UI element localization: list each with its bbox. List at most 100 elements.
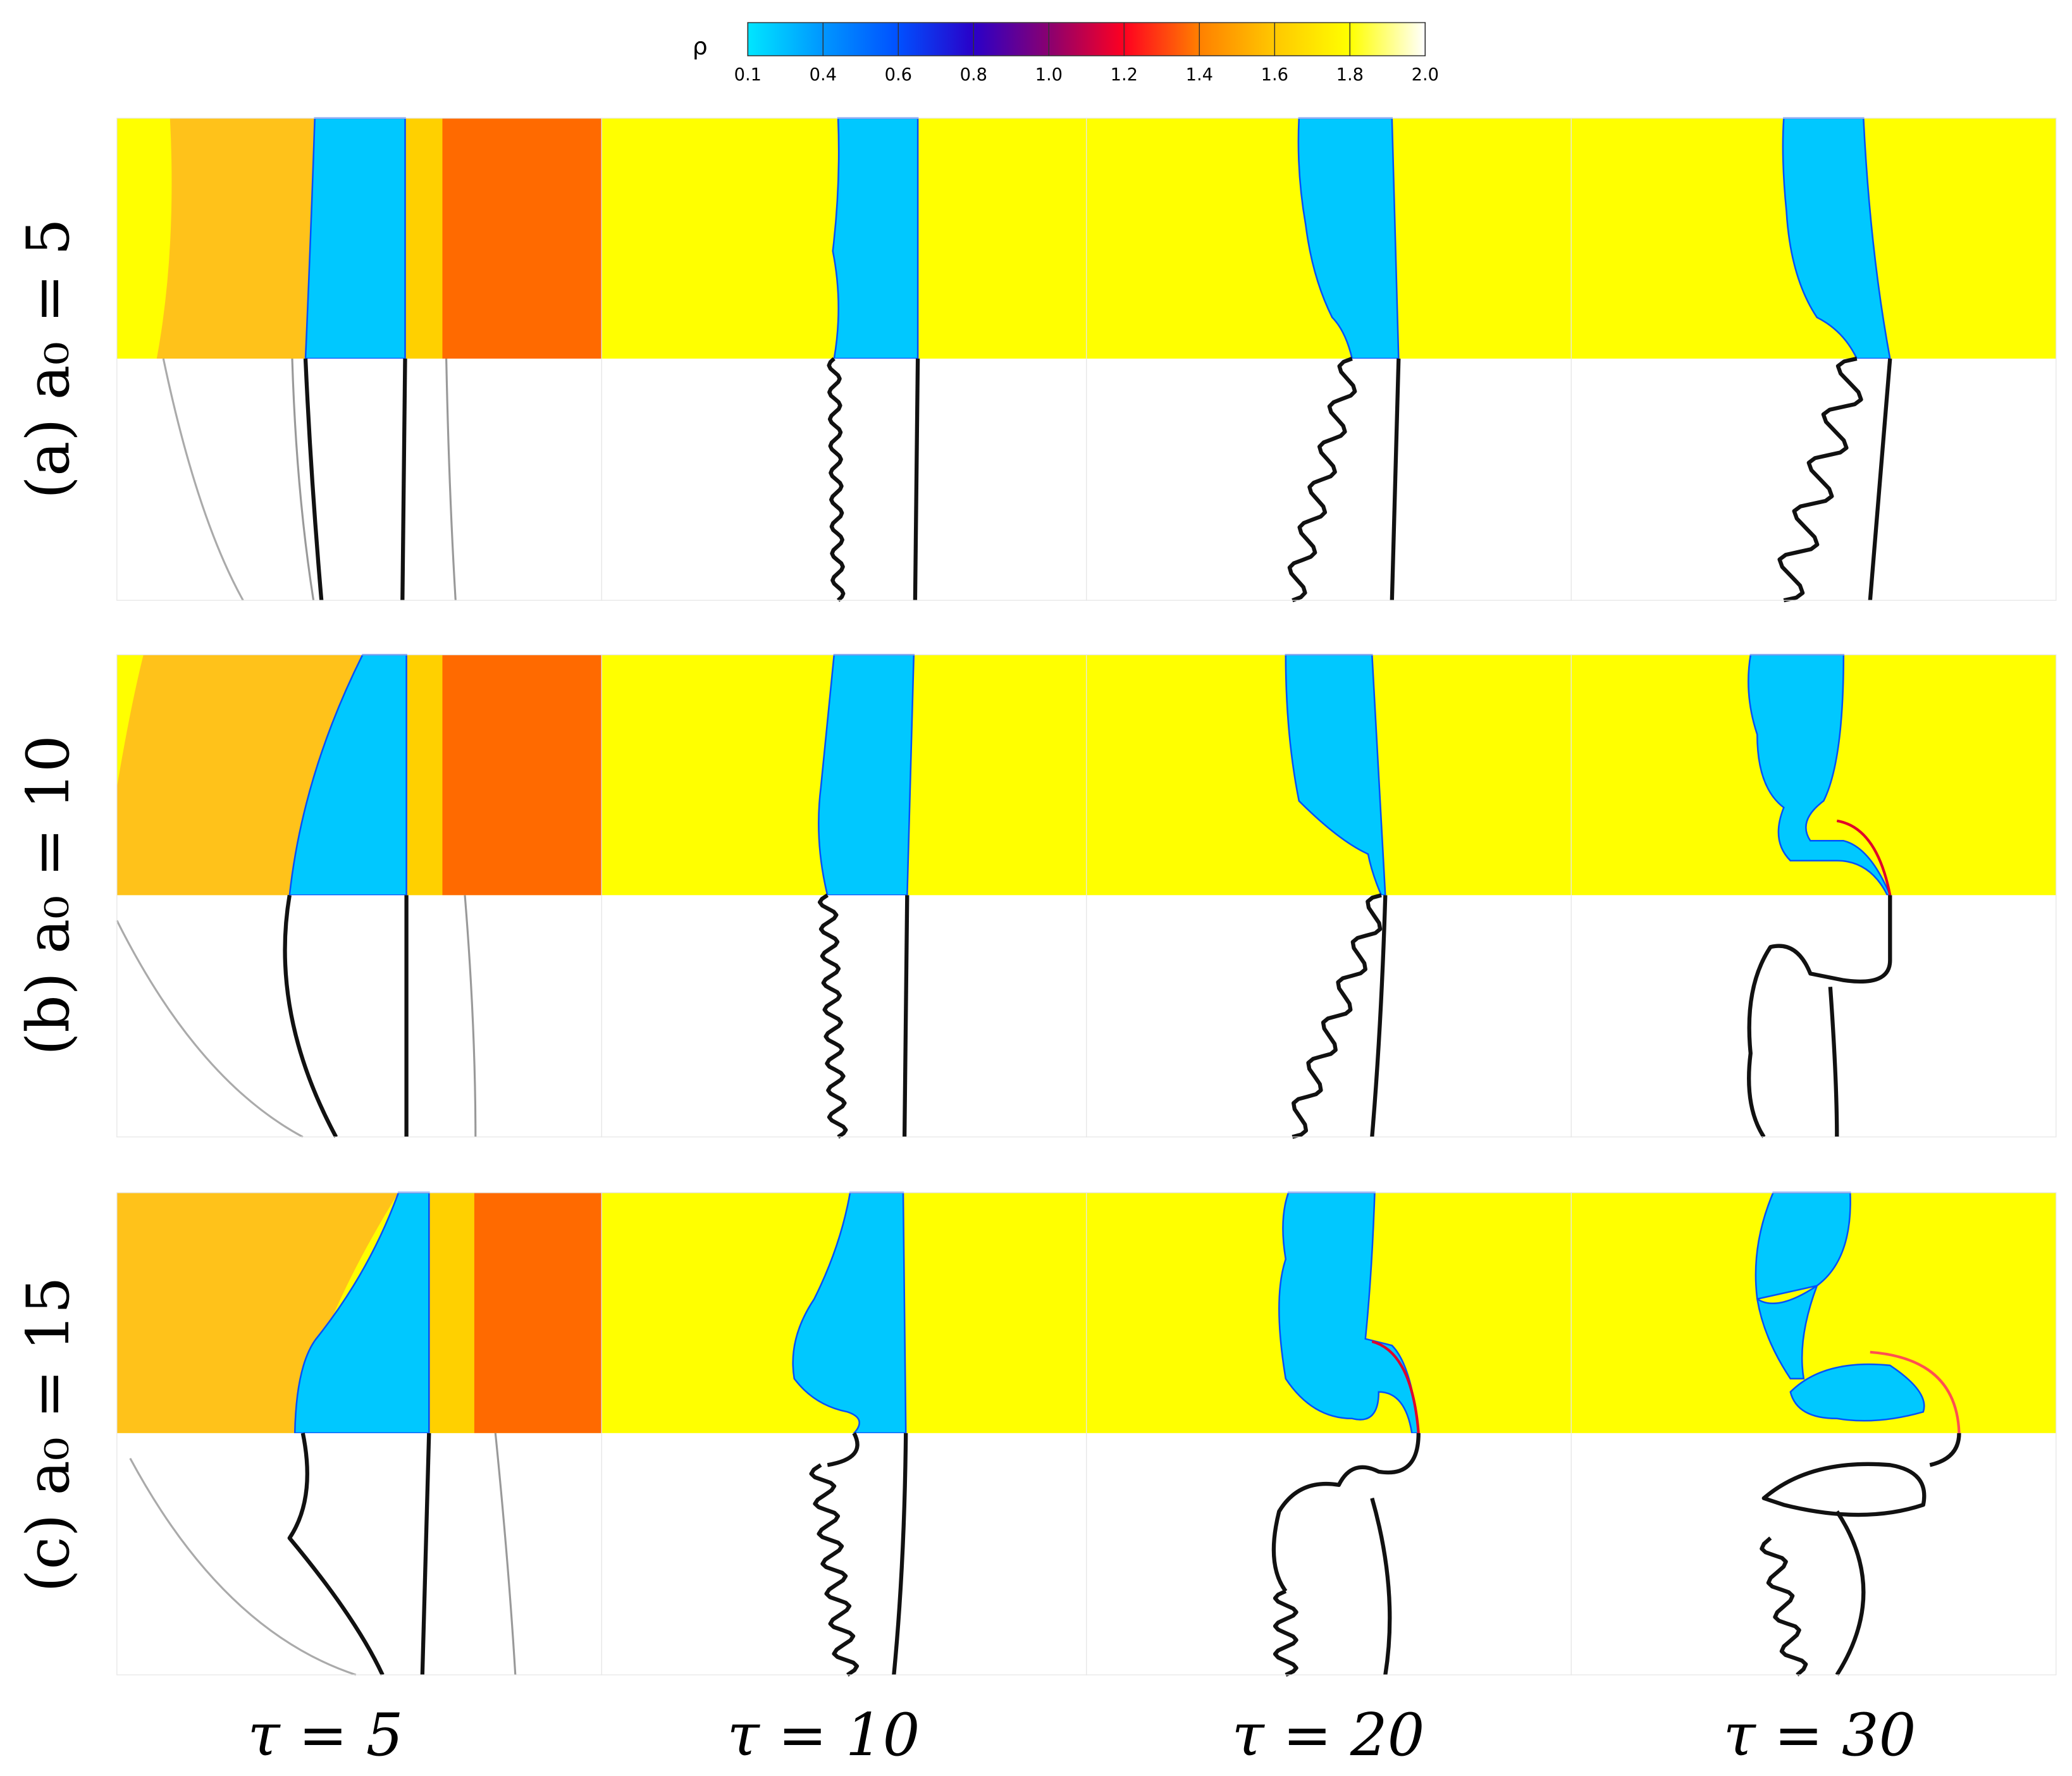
interface-line — [1929, 1433, 1961, 1467]
row-label: (a) a₀ = 5 — [14, 218, 82, 499]
light-gas-region — [792, 1192, 907, 1434]
column-label: τ = 30 — [1724, 1701, 1916, 1769]
interface-line — [1370, 1497, 1392, 1675]
light-gas-region — [288, 654, 407, 896]
schlieren-field — [116, 895, 602, 1137]
interface-line — [1271, 1433, 1421, 1593]
schlieren-field — [1571, 359, 2056, 601]
interface-line — [1777, 356, 1863, 603]
schlieren-field — [601, 895, 1087, 1137]
interface-line — [116, 920, 304, 1138]
panel — [1086, 117, 1572, 603]
density-region — [405, 118, 443, 359]
column-label: τ = 20 — [1232, 1701, 1425, 1769]
interface-line — [1747, 895, 1892, 1138]
light-gas-region — [1754, 1192, 1925, 1422]
interface-line — [1292, 893, 1383, 1139]
interface-line — [162, 358, 244, 601]
interface-line — [291, 358, 315, 601]
interface-line — [1760, 1536, 1808, 1677]
colorbar-tick-label: 1.2 — [1111, 65, 1138, 85]
colorbar-tick-label: 2.0 — [1412, 65, 1439, 85]
light-gas-region — [1285, 654, 1386, 896]
panel — [601, 1192, 1087, 1677]
schlieren-field — [1086, 1433, 1572, 1675]
panel — [601, 117, 1087, 602]
interface-line — [902, 895, 910, 1137]
schlieren-field — [1086, 895, 1572, 1137]
row-label: (b) a₀ = 10 — [14, 735, 82, 1055]
interface-line — [400, 358, 407, 601]
light-gas-region — [1297, 117, 1400, 360]
interface-line — [1370, 895, 1388, 1137]
light-gas-region — [1278, 1192, 1420, 1434]
schlieren-field — [1571, 895, 2056, 1137]
interface-line — [913, 358, 920, 601]
interface-line — [287, 1433, 385, 1676]
density-region — [429, 1192, 474, 1433]
interface-line — [303, 358, 324, 601]
panel — [116, 654, 602, 1138]
density-region — [156, 118, 315, 359]
interface-line — [1836, 819, 1892, 896]
interface-line — [809, 1463, 860, 1677]
schlieren-field — [1086, 359, 1572, 601]
interface-line — [129, 1458, 357, 1676]
interface-line — [420, 1433, 431, 1675]
interface-line — [494, 1433, 517, 1675]
light-gas-region — [1782, 117, 1891, 360]
panel — [1086, 1192, 1572, 1677]
interface-line — [1273, 1589, 1298, 1677]
schlieren-field — [601, 359, 1087, 601]
colorbar-tick-label: 1.6 — [1261, 65, 1288, 85]
colorbar-tick-label: 0.6 — [885, 65, 912, 85]
density-region — [406, 655, 443, 896]
interface-line — [892, 1433, 908, 1675]
interface-line — [1371, 1340, 1420, 1434]
interface-line — [827, 1432, 860, 1467]
panel-border — [1570, 1192, 2057, 1675]
interface-line — [827, 357, 846, 602]
panel — [601, 654, 1087, 1139]
density-region — [474, 1192, 602, 1433]
schlieren-field — [116, 359, 602, 601]
panels — [116, 117, 2057, 1677]
column-label: τ = 5 — [247, 1701, 403, 1769]
density-region — [442, 118, 602, 359]
colorbar-tick-label: 0.8 — [960, 65, 987, 85]
schlieren-field — [601, 1433, 1087, 1675]
interface-line — [1868, 358, 1892, 601]
column-label: τ = 10 — [727, 1701, 920, 1769]
colorbar-tick-label: 1.8 — [1336, 65, 1364, 85]
panel — [1570, 1192, 2057, 1677]
light-gas-region — [293, 1192, 430, 1434]
density-region — [116, 655, 363, 896]
light-gas-region — [818, 654, 915, 896]
panel — [116, 1192, 602, 1676]
light-gas-region — [832, 117, 919, 360]
colorbar-tick-label: 0.4 — [810, 65, 837, 85]
interface-line — [1287, 357, 1357, 603]
interface-line — [283, 894, 338, 1138]
interface-line — [1761, 1462, 1927, 1517]
interface-line — [445, 358, 457, 601]
interface-line — [1835, 1510, 1866, 1676]
row-label: (c) a₀ = 15 — [14, 1277, 82, 1593]
colorbar-label: ρ — [693, 32, 708, 60]
interface-line — [817, 893, 848, 1139]
interface-line — [1828, 987, 1839, 1137]
density-region — [442, 655, 602, 896]
interface-line — [1870, 1350, 1961, 1433]
panel — [1570, 654, 2057, 1138]
schlieren-field — [116, 1433, 602, 1675]
colorbar — [747, 22, 1426, 57]
colorbar-tick-label: 1.4 — [1186, 65, 1213, 85]
panel-border — [1570, 654, 2057, 1138]
panel — [116, 117, 602, 601]
panel — [1570, 117, 2057, 603]
interface-line — [1390, 358, 1401, 601]
panel — [1086, 654, 1572, 1139]
density-region — [116, 1192, 399, 1433]
